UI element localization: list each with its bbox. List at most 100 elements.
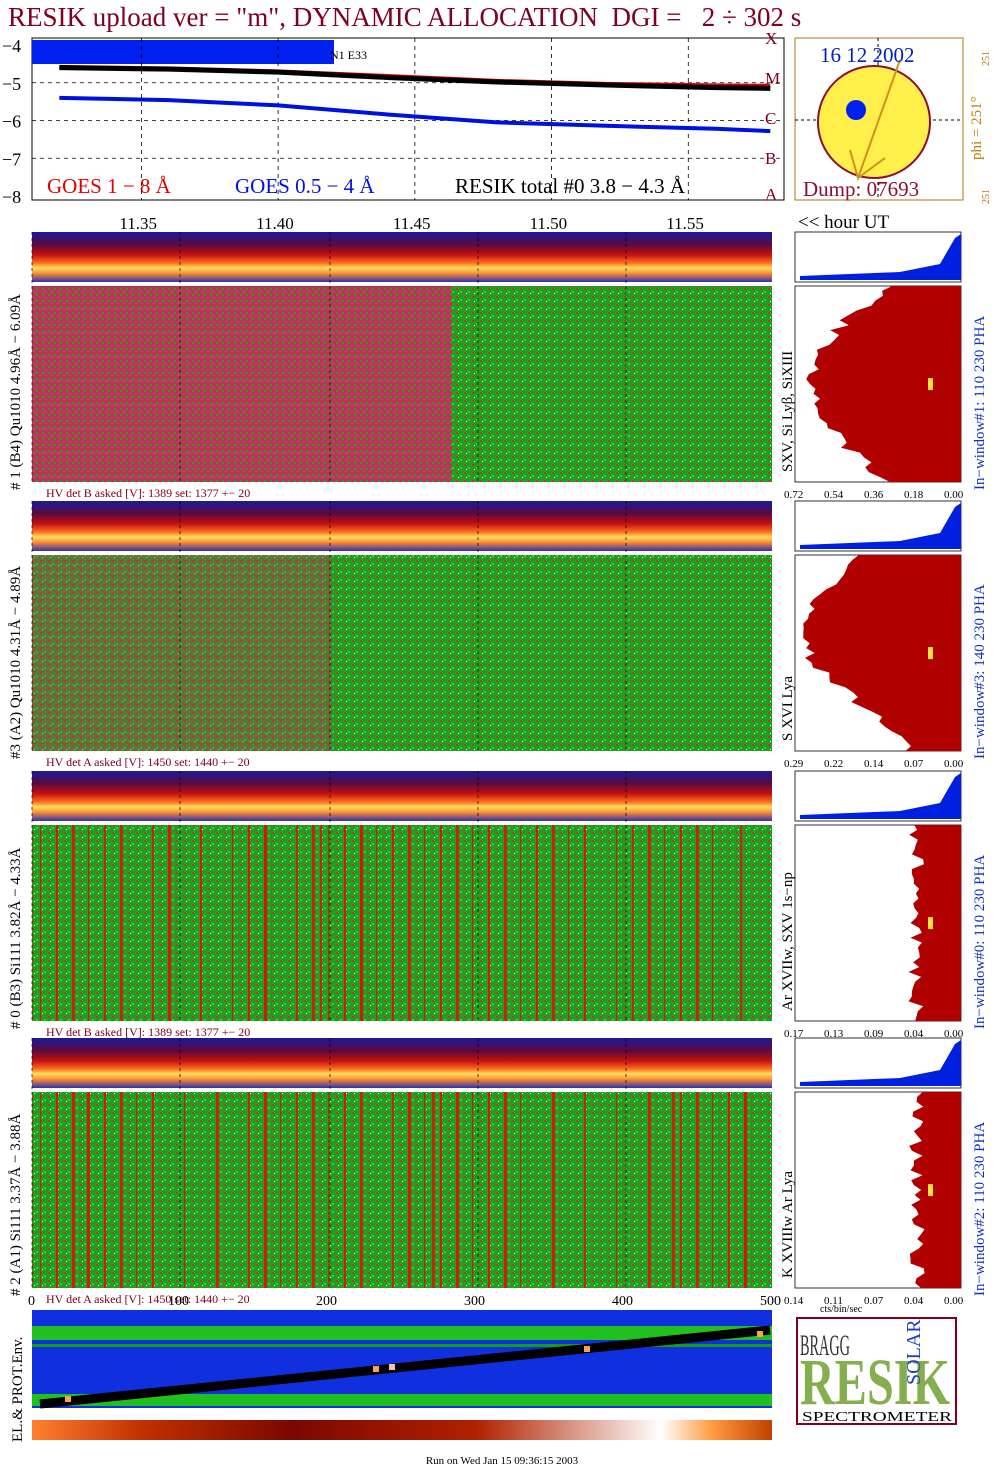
spectral-line-band: [424, 825, 425, 1021]
spectral-line-band: [488, 825, 490, 1021]
spectral-line-band: [312, 825, 315, 1021]
run-timestamp: Run on Wed Jan 15 09:36:15 2003: [425, 1455, 579, 1467]
profile-tick-label: 0.36: [864, 489, 884, 501]
profile-tick-label: 0.72: [784, 489, 803, 501]
spectral-line-band: [440, 825, 442, 1021]
spectral-line-band: [136, 1092, 137, 1288]
pha-window-label: In−window#0: 110 230 PHA: [972, 855, 988, 1029]
spacecraft-arrow-icon: [849, 59, 901, 182]
spectral-line-band: [520, 1092, 521, 1288]
dump-number: Dump: 07693: [803, 177, 919, 201]
profile-tick-label: 0.00: [944, 758, 964, 770]
spectral-line-band: [264, 1092, 267, 1288]
spectral-line-band: [472, 1092, 473, 1288]
line-identification: S XVI Lya: [780, 676, 796, 741]
profile-marker: [928, 917, 933, 930]
legend-goes-05-4: GOES 0.5 − 4 Å: [235, 174, 375, 198]
spectral-line-band: [152, 825, 154, 1021]
spectral-line-band: [440, 1092, 442, 1288]
class-letter-a: A: [765, 185, 778, 204]
channel-panel: HV det B asked [V]: 1389 set: 1377 +− 20…: [8, 770, 988, 1040]
channel-label: # 2 (A1) Si111 3.37Å − 3.88Å: [8, 1113, 24, 1296]
channel-label: # 0 (B3) Si111 3.82Å − 4.33Å: [8, 847, 24, 1029]
heat-strip: [32, 1420, 772, 1440]
spectral-line-band: [744, 1092, 747, 1288]
spectral-line-band: [120, 825, 123, 1021]
spectral-line-band: [200, 825, 202, 1021]
time-tick-label: 11.45: [393, 214, 431, 233]
spectral-line-band: [712, 825, 713, 1021]
spectral-line-band: [696, 825, 699, 1021]
spectral-line-band: [472, 825, 473, 1021]
spectral-line-band: [632, 825, 634, 1021]
goes-y-tick-label: −5: [2, 74, 21, 94]
profile-tick-label: 0.04: [904, 1295, 924, 1307]
bin-tick-label: 0: [28, 1294, 35, 1309]
spectral-line-band: [680, 825, 682, 1021]
spectral-line-band: [488, 1092, 490, 1288]
spectral-line-band: [504, 825, 507, 1021]
class-letter-b: B: [765, 149, 776, 168]
spectral-line-band: [392, 825, 394, 1021]
spectral-line-band: [40, 1092, 41, 1288]
bin-axis-unit: cts/bin/sec: [820, 1304, 863, 1315]
spectral-line-band: [552, 825, 555, 1021]
goes-series-line: [59, 95, 771, 134]
spectral-line-band: [104, 825, 106, 1021]
spectrogram: [32, 1092, 772, 1288]
spectral-line-band: [72, 825, 75, 1021]
spectral-line-band: [168, 825, 171, 1021]
sun-date: 16 12 2002: [820, 43, 915, 67]
goes-y-tick-label: −8: [2, 187, 21, 207]
environment-panel: EL.& PROT.Env.: [10, 1310, 772, 1442]
spectral-line-band: [344, 1092, 346, 1288]
spectrum-strip: [32, 771, 772, 821]
spectral-line-band: [552, 1092, 555, 1288]
spectral-line-band: [536, 825, 538, 1021]
sun-panel: 16 12 2002 Dump: 07693 phi = 251° 251 25…: [794, 37, 992, 204]
profile-marker: [928, 378, 933, 391]
hv-status: HV det A asked [V]: 1450 set: 1440 +− 20: [46, 755, 250, 769]
spectral-line-band: [392, 1092, 394, 1288]
spectral-line-band: [248, 1092, 250, 1288]
spectral-line-band: [584, 825, 586, 1021]
goes-series: [59, 64, 771, 134]
spectral-line-band: [40, 825, 41, 1021]
spectral-line-band: [120, 1092, 123, 1288]
profile-marker: [928, 647, 933, 660]
spectral-line-band: [648, 1092, 651, 1288]
profile-tick-label: 0.00: [944, 1028, 964, 1040]
profile-tick-label: 0.17: [784, 1028, 804, 1040]
class-letter-m: M: [765, 69, 780, 88]
intensity-profile: [806, 286, 961, 482]
pha-histogram: [800, 1040, 961, 1086]
pha-histogram: [800, 503, 961, 549]
profile-tick-label: 0.22: [824, 758, 843, 770]
pha-window-label: In−window#3: 140 230 PHA: [972, 584, 988, 759]
intensity-profile: [908, 825, 961, 1021]
phi-top-label: 251: [981, 51, 992, 66]
time-tick-label: 11.35: [119, 214, 157, 233]
channel-panel: HV det A asked [V]: 1450 set: 1440 +− 20…: [8, 1037, 988, 1307]
bin-tick-label: 100: [168, 1294, 189, 1309]
spectral-line-band: [56, 1092, 58, 1288]
channel-label: #3 (A2) Qu1010 4.31Å − 4.89Å: [8, 566, 24, 759]
spectral-line-band: [328, 1092, 329, 1288]
spectral-line-band: [360, 1092, 363, 1288]
spectrum-strip: [32, 232, 772, 282]
spectrogram: [32, 825, 772, 1021]
hv-status: HV det B asked [V]: 1389 set: 1377 +− 20: [46, 1025, 250, 1039]
channel-panel: HV det B asked [V]: 1389 set: 1377 +− 20…: [8, 231, 988, 501]
spectral-line-band: [360, 825, 363, 1021]
spectral-line-band: [680, 1092, 682, 1288]
spectral-line-band: [328, 825, 329, 1021]
channel-label: # 1 (B4) Qu1010 4.96Å − 6.09Å: [8, 294, 24, 490]
spectral-line-band: [740, 825, 742, 1021]
profile-tick-label: 0.00: [944, 489, 964, 501]
spectral-line-band: [520, 825, 521, 1021]
channel-panel: HV det A asked [V]: 1450 set: 1440 +− 20…: [8, 500, 988, 770]
profile-tick-label: 0.04: [904, 1028, 924, 1040]
spectral-line-band: [696, 1092, 699, 1288]
profile-tick-label: 0.09: [864, 1028, 884, 1040]
spectrogram-overlay: [32, 555, 332, 751]
